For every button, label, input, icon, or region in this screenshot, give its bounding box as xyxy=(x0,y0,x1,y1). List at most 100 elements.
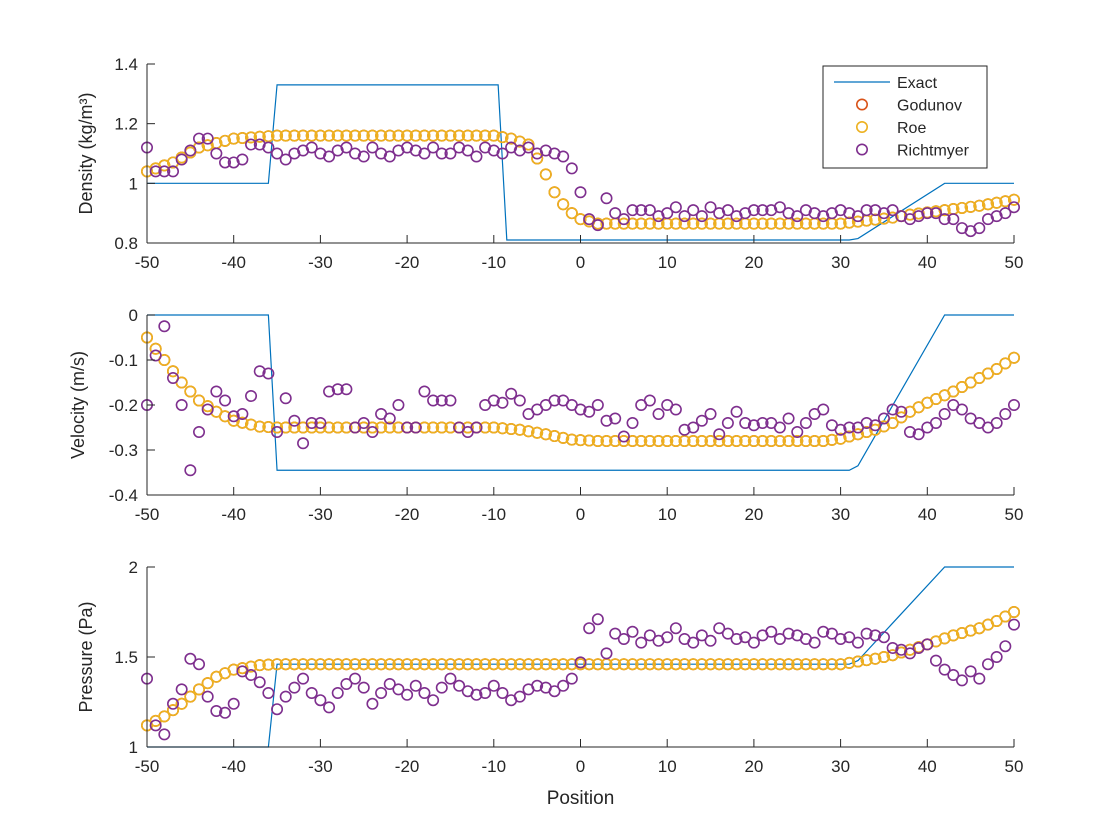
data-point xyxy=(669,201,682,214)
data-point xyxy=(531,679,544,692)
data-point xyxy=(427,141,440,154)
data-point xyxy=(522,658,535,671)
data-point xyxy=(418,658,431,671)
legend-box xyxy=(822,65,988,169)
data-point xyxy=(851,428,864,441)
data-point xyxy=(981,198,994,211)
data-point xyxy=(583,658,596,671)
data-point xyxy=(704,217,717,230)
data-point xyxy=(548,394,561,407)
y-tick-label: -0.1 xyxy=(109,351,138,370)
data-point xyxy=(877,212,890,225)
x-tick-label: 40 xyxy=(918,253,937,272)
data-point xyxy=(886,649,899,662)
data-point xyxy=(782,658,795,671)
data-point xyxy=(513,690,526,703)
panel-3: -50 -40 -30 -20 -10 0 10 20 30 40 50 1 1.5 2 Pressure … xyxy=(76,558,1023,809)
data-point xyxy=(383,658,396,671)
data-point xyxy=(903,425,916,438)
data-point xyxy=(721,627,734,640)
data-point xyxy=(791,434,804,447)
data-point xyxy=(591,658,604,671)
data-point xyxy=(643,394,656,407)
data-point xyxy=(903,208,916,221)
data-point xyxy=(617,213,630,226)
data-point xyxy=(167,371,180,384)
x-tick-label: 10 xyxy=(658,253,677,272)
data-point xyxy=(539,428,552,441)
data-point xyxy=(964,200,977,213)
data-point xyxy=(557,431,570,444)
data-point xyxy=(340,421,353,434)
x-tick-label: -30 xyxy=(308,757,333,776)
data-point xyxy=(999,407,1012,420)
data-point xyxy=(791,658,804,671)
data-point xyxy=(635,636,648,649)
data-point xyxy=(747,217,760,230)
data-point xyxy=(401,688,414,701)
data-point xyxy=(418,421,431,434)
data-point xyxy=(487,679,500,692)
data-point xyxy=(721,416,734,429)
data-point xyxy=(773,421,786,434)
data-point xyxy=(401,129,414,142)
data-point xyxy=(574,434,587,447)
data-point xyxy=(886,204,899,217)
data-point xyxy=(843,631,856,644)
data-point xyxy=(496,131,509,144)
data-point xyxy=(444,672,457,685)
y-axis-label: Pressure (Pa) xyxy=(76,601,96,712)
data-point xyxy=(981,658,994,671)
data-point xyxy=(678,217,691,230)
data-point xyxy=(609,207,622,220)
y-axis-label: Density (kg/m³) xyxy=(76,92,96,214)
data-point xyxy=(782,627,795,640)
data-point xyxy=(721,658,734,671)
data-point xyxy=(219,156,232,169)
data-point xyxy=(999,357,1012,370)
data-point xyxy=(435,147,448,160)
data-point xyxy=(227,697,240,710)
data-point xyxy=(149,719,162,732)
data-point xyxy=(747,636,760,649)
data-point xyxy=(392,421,405,434)
data-point xyxy=(747,204,760,217)
data-point xyxy=(236,153,249,166)
data-point xyxy=(695,629,708,642)
data-point xyxy=(262,421,275,434)
data-point xyxy=(626,658,639,671)
data-point xyxy=(860,416,873,429)
data-point xyxy=(687,217,700,230)
legend-label: Exact xyxy=(897,75,938,92)
data-point xyxy=(652,407,665,420)
y-tick-label: 1.5 xyxy=(114,648,138,667)
data-point xyxy=(522,425,535,438)
data-point xyxy=(730,632,743,645)
data-point xyxy=(756,658,769,671)
data-point xyxy=(349,672,362,685)
data-point xyxy=(245,389,258,402)
data-point xyxy=(262,367,275,380)
legend-swatch-marker xyxy=(855,121,868,134)
data-point xyxy=(271,425,284,438)
data-point xyxy=(314,416,327,429)
data-point xyxy=(782,412,795,425)
data-point xyxy=(184,464,197,477)
data-point xyxy=(236,416,249,429)
data-point xyxy=(851,655,864,668)
x-tick-label: 0 xyxy=(576,253,585,272)
data-point xyxy=(175,153,188,166)
data-point xyxy=(210,147,223,160)
data-point xyxy=(704,434,717,447)
data-point xyxy=(219,394,232,407)
data-point xyxy=(999,195,1012,208)
data-point xyxy=(340,383,353,396)
data-point xyxy=(617,217,630,230)
data-point xyxy=(921,638,934,651)
data-point xyxy=(262,686,275,699)
data-point xyxy=(669,403,682,416)
data-point xyxy=(349,129,362,142)
data-point xyxy=(687,636,700,649)
data-point xyxy=(886,403,899,416)
